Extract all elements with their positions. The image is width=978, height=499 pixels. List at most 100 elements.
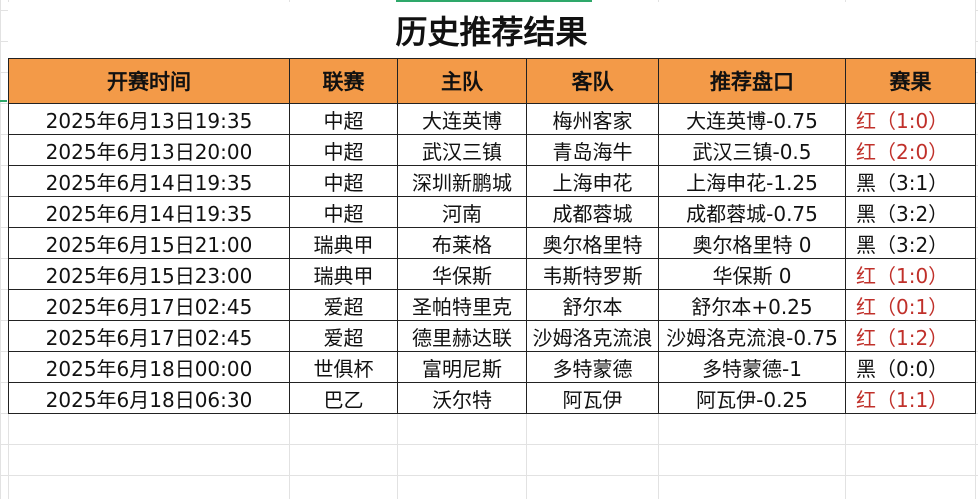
cell-pick[interactable]: 奥尔格里特 0 bbox=[658, 227, 846, 259]
cell-time-text: 2025年6月17日02:45 bbox=[45, 325, 253, 350]
cell-result[interactable]: 黑（3:1） bbox=[845, 165, 976, 197]
cell-away-text: 沙姆洛克流浪 bbox=[532, 325, 653, 350]
cell-time-text: 2025年6月13日19:35 bbox=[45, 108, 253, 133]
cell-league[interactable]: 瑞典甲 bbox=[289, 258, 398, 290]
cell-result[interactable]: 红（0:1） bbox=[845, 289, 976, 321]
cell-away-text: 舒尔本 bbox=[562, 294, 623, 319]
cell-home-text: 布莱格 bbox=[432, 232, 492, 257]
cell-away[interactable]: 奥尔格里特 bbox=[526, 227, 659, 259]
cell-home-text: 德里赫达联 bbox=[412, 325, 512, 350]
cell-away-text: 奥尔格里特 bbox=[542, 232, 643, 257]
header-league[interactable]: 联赛 bbox=[289, 58, 398, 104]
cell-home[interactable]: 河南 bbox=[397, 196, 527, 228]
cell-pick[interactable]: 阿瓦伊-0.25 bbox=[658, 382, 846, 414]
cell-league[interactable]: 中超 bbox=[289, 165, 398, 197]
cell-away[interactable]: 阿瓦伊 bbox=[526, 382, 659, 414]
cell-away[interactable]: 上海申花 bbox=[526, 165, 659, 197]
cell-pick[interactable]: 大连英博-0.75 bbox=[658, 103, 846, 135]
cell-result[interactable]: 红（2:0） bbox=[845, 134, 976, 166]
cell-pick[interactable]: 沙姆洛克流浪-0.75 bbox=[658, 320, 846, 352]
cell-league[interactable]: 爱超 bbox=[289, 320, 398, 352]
cell-pick-text: 华保斯 0 bbox=[712, 263, 792, 288]
cell-time[interactable]: 2025年6月15日21:00 bbox=[8, 227, 290, 259]
table-row: 2025年6月14日19:35 中超 深圳新鹏城 上海申花 上海申花-1.25 黑（3:1… bbox=[8, 165, 976, 197]
table-row: 2025年6月17日02:45 爱超 德里赫达联 沙姆洛克流浪 沙姆洛克流浪-0.75 红… bbox=[8, 320, 976, 352]
cell-pick[interactable]: 成都蓉城-0.75 bbox=[658, 196, 846, 228]
cell-home[interactable]: 富明尼斯 bbox=[397, 351, 527, 383]
cell-league-text: 世俱杯 bbox=[313, 356, 374, 381]
cell-home-text: 大连英博 bbox=[422, 108, 502, 133]
header-home[interactable]: 主队 bbox=[397, 58, 527, 104]
cell-result[interactable]: 红（1:0） bbox=[845, 103, 976, 135]
cell-result-text: 黑（0:0） bbox=[856, 356, 949, 381]
sheet-title: 历史推荐结果 bbox=[8, 2, 975, 58]
cell-home[interactable]: 华保斯 bbox=[397, 258, 527, 290]
cell-away[interactable]: 青岛海牛 bbox=[526, 134, 659, 166]
cell-home[interactable]: 德里赫达联 bbox=[397, 320, 527, 352]
cell-time-text: 2025年6月15日21:00 bbox=[45, 232, 253, 257]
cell-home[interactable]: 武汉三镇 bbox=[397, 134, 527, 166]
cell-time[interactable]: 2025年6月13日19:35 bbox=[8, 103, 290, 135]
cell-result[interactable]: 黑（3:2） bbox=[845, 227, 976, 259]
cell-time-text: 2025年6月17日02:45 bbox=[45, 294, 253, 319]
cell-time[interactable]: 2025年6月14日19:35 bbox=[8, 196, 290, 228]
header-row: 开赛时间 联赛 主队 客队 推荐盘口 赛果 bbox=[8, 58, 976, 104]
cell-result[interactable]: 黑（0:0） bbox=[845, 351, 976, 383]
cell-home-text: 华保斯 bbox=[432, 263, 492, 288]
cell-league[interactable]: 爱超 bbox=[289, 289, 398, 321]
cell-away-text: 多特蒙德 bbox=[552, 356, 633, 381]
cell-result[interactable]: 红（1:1） bbox=[845, 382, 976, 414]
cell-home[interactable]: 布莱格 bbox=[397, 227, 527, 259]
cell-time-text: 2025年6月15日23:00 bbox=[45, 263, 253, 288]
cell-away[interactable]: 多特蒙德 bbox=[526, 351, 659, 383]
column-selection-indicator bbox=[396, 0, 592, 2]
cell-away-text: 上海申花 bbox=[552, 170, 633, 195]
cell-away-text: 梅州客家 bbox=[552, 108, 633, 133]
cell-pick[interactable]: 舒尔本+0.25 bbox=[658, 289, 846, 321]
header-result[interactable]: 赛果 bbox=[845, 58, 976, 104]
cell-home[interactable]: 沃尔特 bbox=[397, 382, 527, 414]
cell-away[interactable]: 沙姆洛克流浪 bbox=[526, 320, 659, 352]
cell-away-text: 青岛海牛 bbox=[552, 139, 633, 164]
cell-league[interactable]: 中超 bbox=[289, 103, 398, 135]
row-selection-indicator bbox=[0, 100, 7, 102]
cell-result[interactable]: 红（1:2） bbox=[845, 320, 976, 352]
cell-home-text: 深圳新鹏城 bbox=[412, 170, 512, 195]
cell-result[interactable]: 红（1:0） bbox=[845, 258, 976, 290]
cell-league-text: 中超 bbox=[323, 170, 364, 195]
cell-league[interactable]: 中超 bbox=[289, 196, 398, 228]
table-row: 2025年6月17日02:45 爱超 圣帕特里克 舒尔本 舒尔本+0.25 红（0:1） bbox=[8, 289, 976, 321]
cell-league-text: 爱超 bbox=[323, 294, 364, 319]
cell-home[interactable]: 深圳新鹏城 bbox=[397, 165, 527, 197]
cell-time-text: 2025年6月18日06:30 bbox=[45, 387, 253, 412]
cell-away[interactable]: 舒尔本 bbox=[526, 289, 659, 321]
cell-pick[interactable]: 多特蒙德-1 bbox=[658, 351, 846, 383]
cell-pick[interactable]: 上海申花-1.25 bbox=[658, 165, 846, 197]
header-pick[interactable]: 推荐盘口 bbox=[658, 58, 846, 104]
cell-away[interactable]: 成都蓉城 bbox=[526, 196, 659, 228]
cell-pick[interactable]: 武汉三镇-0.5 bbox=[658, 134, 846, 166]
table-row: 2025年6月15日23:00 瑞典甲 华保斯 韦斯特罗斯 华保斯 0 红（1:0） bbox=[8, 258, 976, 290]
cell-result[interactable]: 黑（3:2） bbox=[845, 196, 976, 228]
cell-league[interactable]: 中超 bbox=[289, 134, 398, 166]
cell-league[interactable]: 世俱杯 bbox=[289, 351, 398, 383]
cell-league[interactable]: 瑞典甲 bbox=[289, 227, 398, 259]
cell-time[interactable]: 2025年6月17日02:45 bbox=[8, 289, 290, 321]
cell-time[interactable]: 2025年6月13日20:00 bbox=[8, 134, 290, 166]
cell-home-text: 河南 bbox=[442, 201, 482, 226]
cell-time[interactable]: 2025年6月15日23:00 bbox=[8, 258, 290, 290]
cell-time[interactable]: 2025年6月18日06:30 bbox=[8, 382, 290, 414]
cell-time[interactable]: 2025年6月18日00:00 bbox=[8, 351, 290, 383]
header-away[interactable]: 客队 bbox=[526, 58, 659, 104]
header-time[interactable]: 开赛时间 bbox=[8, 58, 290, 104]
cell-league[interactable]: 巴乙 bbox=[289, 382, 398, 414]
cell-time[interactable]: 2025年6月14日19:35 bbox=[8, 165, 290, 197]
cell-home[interactable]: 圣帕特里克 bbox=[397, 289, 527, 321]
cell-away[interactable]: 梅州客家 bbox=[526, 103, 659, 135]
cell-league-text: 中超 bbox=[323, 108, 364, 133]
cell-time[interactable]: 2025年6月17日02:45 bbox=[8, 320, 290, 352]
cell-pick[interactable]: 华保斯 0 bbox=[658, 258, 846, 290]
cell-pick-text: 成都蓉城-0.75 bbox=[686, 201, 818, 226]
cell-away[interactable]: 韦斯特罗斯 bbox=[526, 258, 659, 290]
cell-home[interactable]: 大连英博 bbox=[397, 103, 527, 135]
